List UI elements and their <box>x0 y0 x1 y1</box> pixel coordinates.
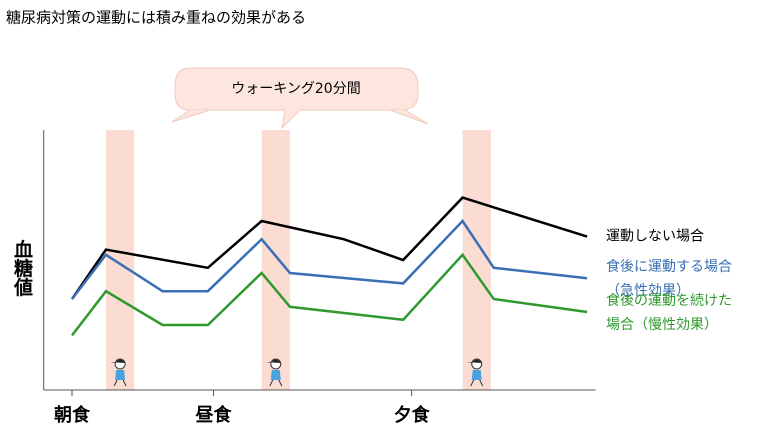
runner-hair <box>110 359 126 363</box>
x-tick-label: 朝食 <box>54 404 91 426</box>
runner-body <box>270 370 281 380</box>
runner-icon <box>265 358 283 387</box>
x-tick-label: 夕食 <box>394 404 431 426</box>
callout-bubble <box>174 67 419 130</box>
series-line <box>70 196 588 300</box>
walking-band <box>105 130 135 390</box>
runner-legs <box>269 379 283 387</box>
series-label: 場合（慢性効果） <box>606 316 718 333</box>
runner-icon <box>466 358 484 387</box>
runner-legs <box>470 379 484 387</box>
series-label: 食後に運動する場合 <box>606 258 732 275</box>
chart-title: 糖尿病対策の運動には積み重ねの効果がある <box>6 9 306 27</box>
runner-legs <box>113 379 127 387</box>
callout: ウォーキング20分間 <box>171 67 429 130</box>
series-label: （急性効果） <box>606 283 690 299</box>
runner-icon <box>110 358 127 387</box>
runner-body <box>471 370 482 380</box>
series-line <box>71 219 588 300</box>
runner-hair <box>466 359 482 363</box>
series-line <box>71 252 588 337</box>
walking-band <box>261 130 290 390</box>
x-tick-label: 昼食 <box>196 404 233 426</box>
callout-tail <box>171 109 429 125</box>
callout-text: ウォーキング20分間 <box>231 81 360 97</box>
series-label: 食後の運動を続けた <box>606 292 732 309</box>
y-axis-label: 血糖値 <box>11 238 34 297</box>
runner-hair <box>265 359 281 363</box>
runner-body <box>115 370 126 380</box>
series-label: 運動しない場合 <box>606 229 704 245</box>
